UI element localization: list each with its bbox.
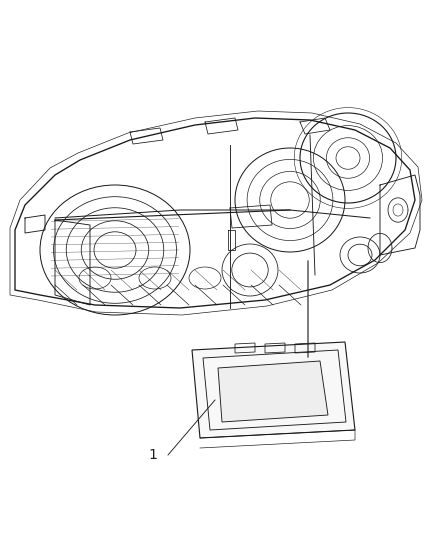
Polygon shape [192, 342, 355, 438]
Polygon shape [218, 361, 328, 422]
Text: 1: 1 [148, 448, 157, 462]
